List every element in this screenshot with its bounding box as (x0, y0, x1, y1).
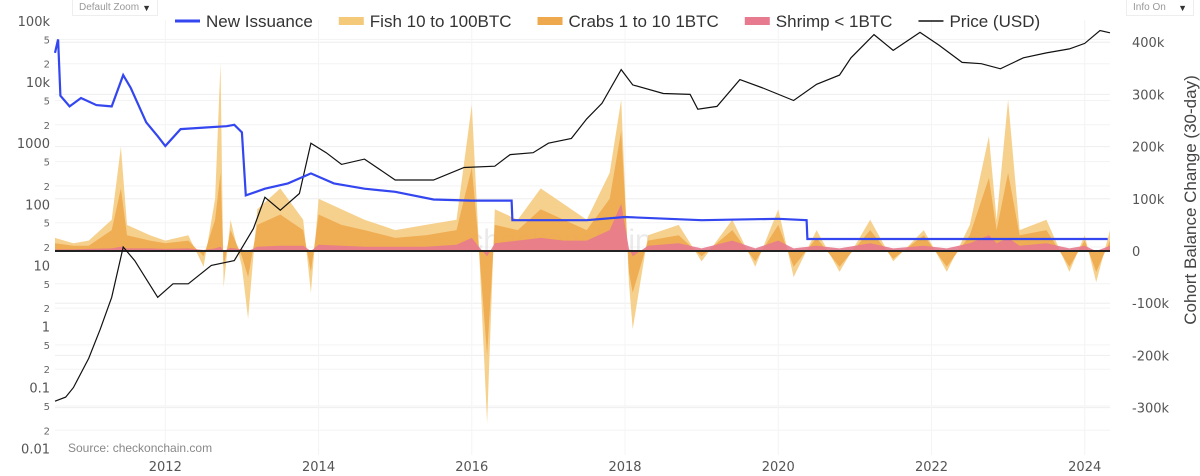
price-line (54, 29, 1111, 402)
right-tick-label: -300k (1132, 402, 1170, 417)
left-minor-label: 2 (44, 182, 50, 193)
x-tick-label: 2020 (762, 460, 795, 475)
right-axis-title: Cohort Balance Change (30-day) (1181, 75, 1200, 324)
left-tick-label: 1000 (17, 137, 50, 152)
new-issuance-line (53, 39, 1108, 241)
left-tick-label: 10k (26, 76, 51, 91)
left-axis: 100k 5 2 10k 5 2 1000 5 2 100 5 2 10 5 2 1 5 2 0.1 5 2 0.01 (17, 15, 51, 458)
legend-swatch (338, 17, 364, 25)
series-lines (53, 29, 1111, 402)
left-minor-label: 2 (44, 121, 50, 132)
zoom-dropdown[interactable]: Default Zoom ▼ (72, 0, 158, 16)
legend-label: New Issuance (206, 12, 313, 31)
left-minor-label: 2 (44, 243, 50, 254)
left-minor-label: 5 (44, 280, 50, 291)
left-tick-label: 1 (42, 321, 50, 336)
info-dropdown-label: Info On (1133, 2, 1166, 13)
right-tick-label: 0 (1132, 245, 1140, 260)
x-tick-label: 2024 (1068, 460, 1101, 475)
left-minor-label: 5 (44, 96, 50, 107)
info-dropdown[interactable]: Info On ▼ (1126, 0, 1194, 16)
x-tick-label: 2022 (915, 460, 948, 475)
left-tick-label: 0.1 (29, 382, 50, 397)
left-minor-label: 2 (44, 60, 50, 71)
left-minor-label: 5 (44, 158, 50, 169)
right-tick-label: -100k (1132, 297, 1170, 312)
left-tick-label: 10 (33, 259, 50, 274)
zoom-dropdown-label: Default Zoom (79, 2, 140, 13)
left-minor-label: 2 (44, 426, 50, 437)
chevron-down-icon: ▼ (1178, 2, 1187, 13)
x-tick-label: 2012 (149, 460, 182, 475)
left-tick-label: 0.01 (21, 443, 50, 458)
left-tick-label: 100 (25, 198, 50, 213)
left-minor-label: 2 (44, 304, 50, 315)
right-tick-label: 400k (1132, 36, 1165, 51)
x-tick-label: 2018 (608, 460, 641, 475)
chevron-down-icon: ▼ (142, 2, 151, 13)
right-axis: 400k 300k 200k 100k 0 -100k -200k -300k (1132, 36, 1170, 416)
left-minor-label: 5 (44, 402, 50, 413)
right-tick-label: 200k (1132, 141, 1165, 156)
right-tick-label: 100k (1132, 193, 1165, 208)
right-tick-label: 300k (1132, 88, 1165, 103)
left-minor-label: 5 (44, 219, 50, 230)
right-tick-label: -200k (1132, 349, 1170, 364)
legend: New Issuance Fish 10 to 100BTC Crabs 1 to … (175, 12, 1040, 31)
left-minor-label: 2 (44, 365, 50, 376)
left-tick-label: 100k (18, 15, 51, 30)
x-tick-label: 2016 (455, 460, 488, 475)
legend-label: Price (USD) (949, 12, 1040, 31)
legend-label: Fish 10 to 100BTC (370, 12, 512, 31)
x-tick-label: 2014 (302, 460, 335, 475)
source-label: Source: checkonchain.com (68, 441, 212, 455)
legend-label: Shrimp < 1BTC (776, 12, 893, 31)
legend-swatch (537, 17, 563, 25)
legend-label: Crabs 1 to 10 1BTC (569, 12, 719, 31)
legend-swatch (744, 17, 770, 25)
left-minor-label: 5 (44, 35, 50, 46)
x-axis: 2012 2014 2016 2018 2020 2022 2024 (149, 460, 1101, 475)
left-minor-label: 5 (44, 341, 50, 352)
